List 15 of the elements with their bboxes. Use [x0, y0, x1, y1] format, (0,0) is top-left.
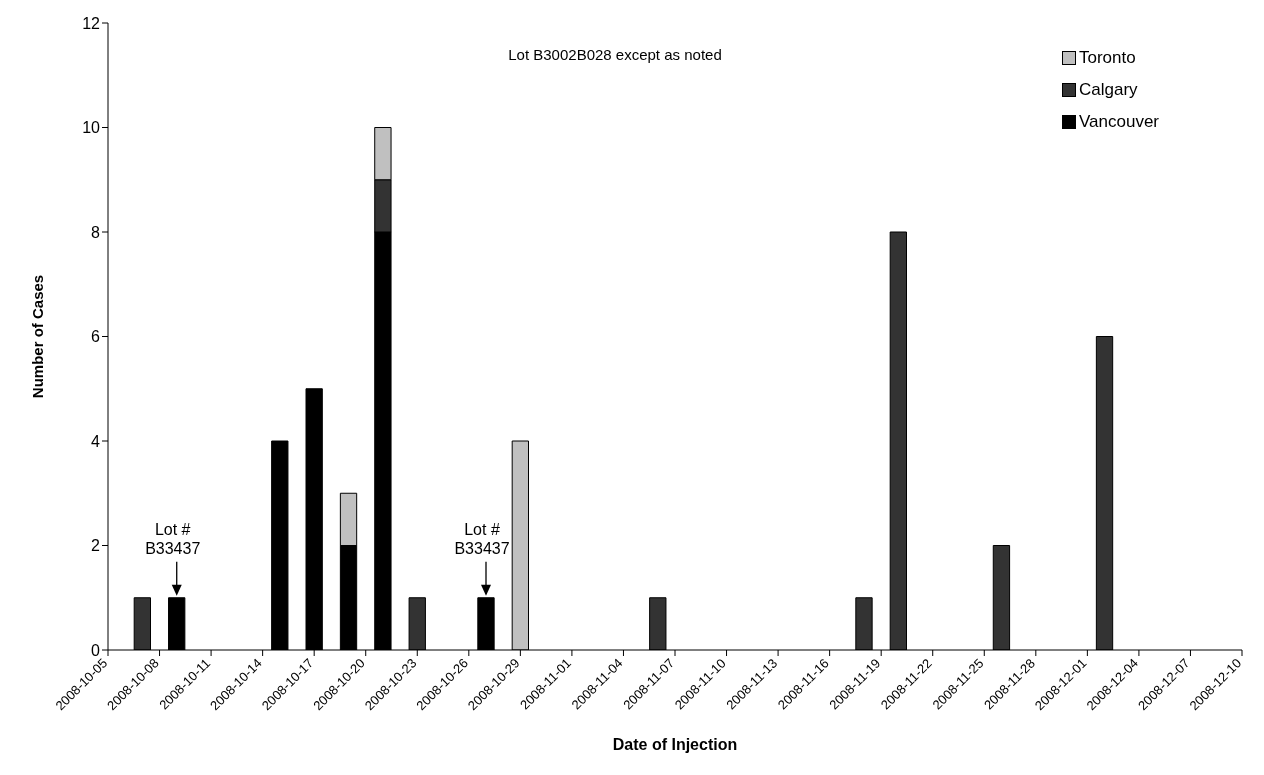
y-tick-label: 0	[91, 641, 101, 659]
y-tick-label: 2	[91, 537, 101, 555]
y-tick-label: 12	[82, 14, 101, 32]
y-tick-label: 10	[82, 119, 101, 137]
legend-label: Toronto	[1079, 48, 1136, 68]
legend-label: Vancouver	[1079, 112, 1160, 132]
y-tick-label: 4	[91, 432, 101, 450]
y-tick-label: 6	[91, 328, 101, 346]
annotation: Lot # B33437	[145, 520, 201, 557]
x-axis-title: Date of Injection	[612, 736, 738, 753]
y-axis-title: Number of Cases	[29, 274, 47, 399]
legend-label: Calgary	[1079, 80, 1138, 100]
y-tick-label: 8	[91, 223, 101, 241]
annotation: Lot B3002B028 except as noted	[508, 46, 722, 63]
annotation: Lot # B33437	[454, 520, 510, 557]
